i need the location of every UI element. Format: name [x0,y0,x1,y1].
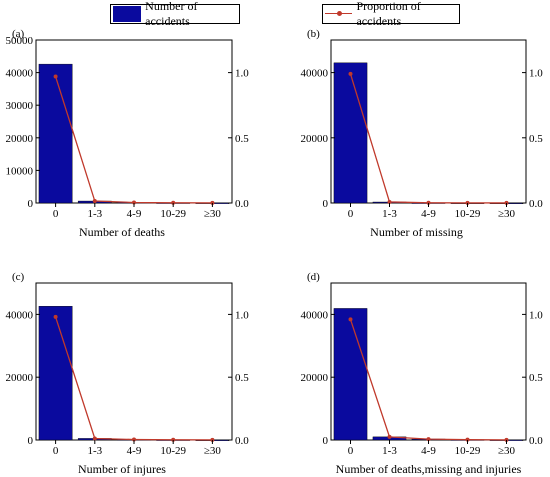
x-tick-label: 1-3 [87,445,102,457]
proportion-point [92,436,97,441]
bar [38,306,73,441]
proportion-line [54,316,213,441]
proportion-point [132,200,136,205]
proportion-point [92,199,97,204]
proportion-point [465,437,470,442]
x-tick-label: 10-29 [160,208,186,220]
x-axis-title: Number of injures [78,462,166,476]
x-axis-title: Number of deaths,missing and injuries [336,462,522,476]
proportion-line [349,319,507,441]
y-right-tick-label: 0.0 [529,435,543,447]
proportion-point [210,437,215,442]
proportion-line [349,73,507,204]
proportion-point [387,199,392,204]
y-left-tick-label: 40000 [6,309,34,321]
y-left-tick-label: 0 [28,435,34,447]
y-right-tick-label: 0.0 [529,198,543,210]
proportion-point [426,200,431,205]
proportion-point [504,437,509,442]
x-tick-label: 0 [53,208,59,220]
x-tick-label: 10-29 [455,208,481,220]
y-right-tick-label: 0.0 [235,435,249,447]
x-tick-label: 4-9 [127,445,142,457]
proportion-point [504,200,509,205]
x-tick-label: 0 [53,445,59,457]
proportion-point [53,74,58,79]
panel-label: (b) [307,28,320,40]
x-tick-label: 0 [348,445,354,457]
y-right-tick-label: 0.5 [235,372,249,384]
x-tick-label: 0 [348,208,354,220]
panel-label: (a) [12,28,25,40]
bar [38,63,73,204]
legend-line-label: Proportion of accidents [356,0,421,28]
y-left-tick-label: 30000 [6,100,34,112]
y-left-tick-label: 20000 [301,133,329,145]
proportion-point [171,200,176,205]
y-left-tick-label: 0 [323,435,329,447]
bar [333,308,368,441]
proportion-point [387,434,392,439]
x-axis-title: Number of missing [370,225,463,239]
panel-label: (d) [307,271,320,283]
y-right-tick-label: 0.5 [235,133,249,145]
y-left-tick-label: 20000 [6,133,34,145]
y-left-tick-label: 0 [323,198,329,210]
x-tick-label: ≥30 [498,208,516,220]
y-left-tick-label: 50000 [6,35,34,47]
x-tick-label: 10-29 [455,445,481,457]
x-axis-title: Number of deaths [79,225,165,239]
proportion-point [348,71,353,76]
y-left-tick-label: 0 [28,198,34,210]
y-right-tick-label: 1.0 [235,309,249,321]
y-left-tick-label: 40000 [301,68,329,80]
legend-bar-label: Number of accidents [145,0,198,28]
y-right-tick-label: 0.0 [235,198,249,210]
y-right-tick-label: 0.5 [529,133,543,145]
legend-line-entry: Proportion of accidents [322,0,460,28]
proportion-point [210,200,215,205]
legend-line-symbol [325,6,353,22]
proportion-point [348,317,353,322]
bar [333,62,368,204]
y-right-tick-label: 1.0 [235,68,249,80]
y-left-tick-label: 20000 [6,372,34,384]
x-tick-label: ≥30 [204,445,222,457]
proportion-point [53,314,58,319]
panel-label: (c) [12,271,25,283]
y-right-tick-label: 1.0 [529,309,543,321]
x-tick-label: 4-9 [421,208,436,220]
proportion-point [426,437,431,442]
proportion-line [54,76,213,204]
y-left-tick-label: 10000 [6,165,34,177]
x-tick-label: 1-3 [382,208,397,220]
x-tick-label: ≥30 [204,208,222,220]
x-tick-label: 4-9 [127,208,142,220]
y-left-tick-label: 20000 [301,372,329,384]
y-left-tick-label: 40000 [6,68,34,80]
x-tick-label: 10-29 [160,445,186,457]
proportion-point [171,437,176,442]
proportion-point [132,437,136,442]
x-tick-label: ≥30 [498,445,516,457]
legend-bar-entry: Number of accidents [110,0,240,28]
x-tick-label: 4-9 [421,445,436,457]
y-right-tick-label: 0.5 [529,372,543,384]
legend-bar-swatch [113,6,142,22]
y-left-tick-label: 40000 [301,309,329,321]
y-right-tick-label: 1.0 [529,68,543,80]
proportion-point [465,200,470,205]
x-tick-label: 1-3 [87,208,102,220]
x-tick-label: 1-3 [382,445,397,457]
